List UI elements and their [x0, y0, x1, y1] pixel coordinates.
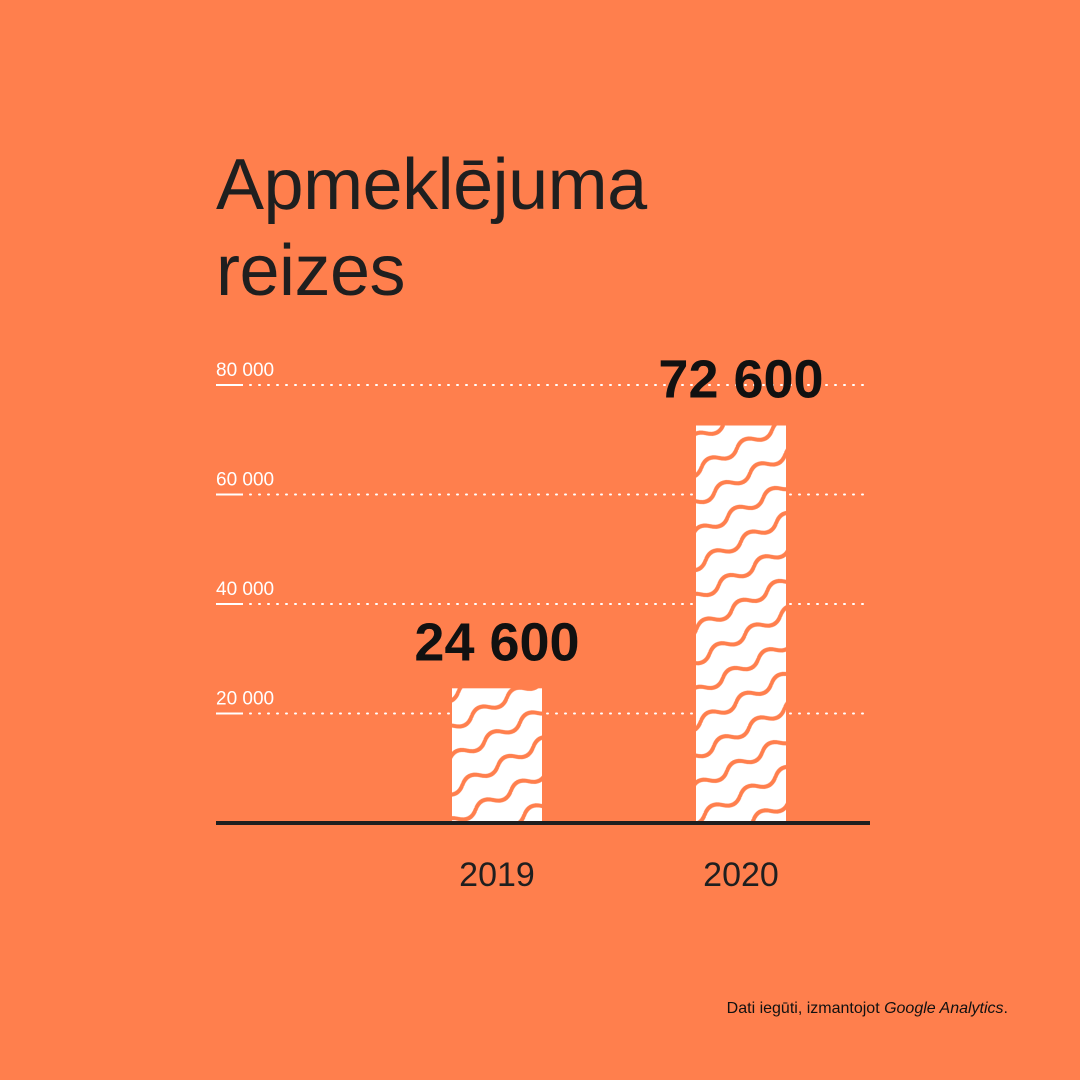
x-tick-label-2019: 2019	[459, 856, 535, 894]
y-tick-label: 20 000	[216, 689, 274, 710]
footnote-end: .	[1003, 1000, 1008, 1017]
y-tick-label: 80 000	[216, 360, 274, 381]
chart-title: Apmeklējuma reizes	[216, 145, 647, 311]
y-tick-label: 40 000	[216, 579, 274, 600]
value-label-2020: 72 600	[658, 350, 823, 410]
y-tick-label: 60 000	[216, 470, 274, 491]
source-footnote: Dati iegūti, izmantojot Google Analytics…	[727, 1000, 1008, 1018]
footnote-source: Google Analytics	[884, 1000, 1004, 1017]
bar-2019	[452, 688, 542, 823]
x-tick-label-2020: 2020	[703, 856, 779, 894]
footnote-text: Dati iegūti, izmantojot	[726, 1000, 885, 1017]
bar-2020	[696, 425, 786, 823]
value-label-2019: 24 600	[414, 612, 579, 672]
